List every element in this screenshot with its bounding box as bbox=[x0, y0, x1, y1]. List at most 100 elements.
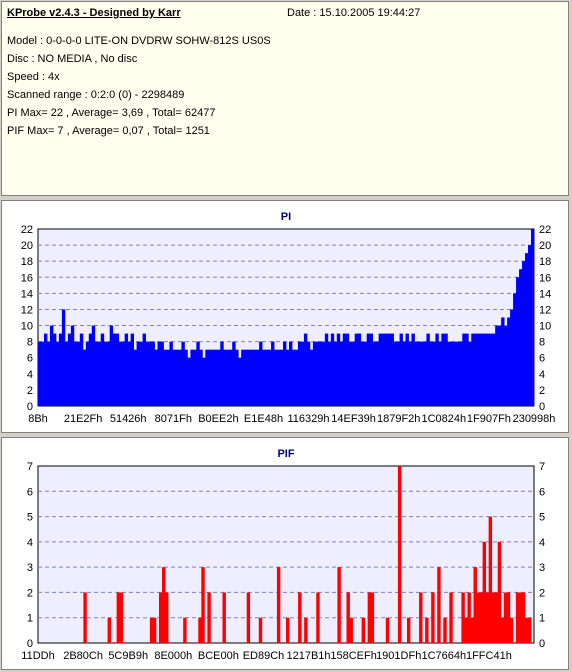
pi-ytick-right: 22 bbox=[539, 224, 551, 236]
pi-bar bbox=[124, 333, 129, 406]
pi-bar bbox=[235, 349, 239, 406]
pi-bar bbox=[339, 341, 344, 406]
pi-bar bbox=[118, 341, 123, 406]
pi-bar bbox=[393, 341, 397, 406]
pi-ytick-right: 2 bbox=[539, 385, 545, 397]
pi-xtick: B0EE2h bbox=[198, 413, 238, 425]
pi-bar bbox=[181, 341, 185, 406]
pi-ytick-left: 4 bbox=[27, 369, 33, 381]
pi-bar bbox=[438, 341, 442, 406]
pi-bar bbox=[268, 349, 272, 406]
pi-ytick-right: 0 bbox=[539, 401, 545, 413]
pi-bar bbox=[318, 341, 323, 406]
pi-bar bbox=[262, 349, 266, 406]
pi-bar bbox=[483, 333, 487, 406]
pif-bar bbox=[482, 541, 487, 643]
pif-bar bbox=[503, 592, 508, 643]
pif-xtick: 1FFC41h bbox=[466, 650, 512, 662]
pi-bar bbox=[241, 349, 245, 406]
pi-bar bbox=[360, 341, 365, 406]
pi-ytick-left: 20 bbox=[21, 240, 33, 252]
pif-bar bbox=[258, 617, 263, 643]
speed-line: Speed : 4x bbox=[7, 71, 60, 83]
pif-bar bbox=[527, 617, 532, 643]
pi-ytick-left: 8 bbox=[27, 337, 33, 349]
pif-bar bbox=[397, 466, 402, 643]
pi-bar bbox=[348, 341, 353, 406]
pif-bar bbox=[201, 567, 205, 643]
pi-bar bbox=[324, 333, 329, 406]
pi-bar bbox=[402, 341, 406, 406]
pif-bar bbox=[485, 592, 490, 643]
pif-chart-panel: PIF 0 0 1 1 2 2 3 3 4 4 5 5 6 6 7 7 11DDh 2B80Ch 5C9B9h 8E00… bbox=[1, 437, 569, 670]
pi-ytick-right: 16 bbox=[539, 272, 551, 284]
pi-bar bbox=[354, 333, 359, 406]
pi-bar bbox=[405, 333, 409, 406]
pi-bar bbox=[106, 341, 111, 406]
pi-bar bbox=[67, 333, 72, 406]
pif-ytick-right: 5 bbox=[539, 512, 545, 524]
pi-bar bbox=[205, 349, 209, 406]
pif-bar bbox=[349, 617, 353, 643]
pif-bar bbox=[116, 592, 121, 643]
pi-title: PI bbox=[281, 211, 291, 223]
pi-ytick-right: 12 bbox=[539, 304, 551, 316]
pi-bar bbox=[444, 333, 448, 406]
pi-bar bbox=[265, 349, 269, 406]
pif-bar bbox=[515, 592, 520, 643]
pi-xtick: 14EF39h bbox=[331, 413, 376, 425]
pif-bar bbox=[509, 617, 514, 643]
pi-bar bbox=[510, 309, 514, 406]
pif-xtick: 5C9B9h bbox=[108, 650, 148, 662]
pif-ytick-right: 0 bbox=[539, 638, 545, 650]
pif-bar bbox=[406, 617, 411, 643]
pi-bar bbox=[417, 341, 421, 406]
pif-xtick: 2B80Ch bbox=[63, 650, 103, 662]
pif-bar bbox=[461, 592, 465, 643]
pif-bar bbox=[479, 592, 483, 643]
pif-xtick: 8E000h bbox=[154, 650, 192, 662]
pi-xtick: 1F907Fh bbox=[467, 413, 511, 425]
pif-ytick-left: 3 bbox=[27, 562, 33, 574]
pi-bar bbox=[154, 349, 158, 406]
pi-bar bbox=[423, 341, 427, 406]
pi-bar bbox=[76, 341, 81, 406]
pi-ytick-left: 10 bbox=[21, 321, 33, 333]
pi-ytick-right: 6 bbox=[539, 353, 545, 365]
pif-bar bbox=[385, 617, 390, 643]
pif-ytick-right: 2 bbox=[539, 587, 545, 599]
pif-xtick: BCE00h bbox=[198, 650, 239, 662]
pi-ytick-right: 14 bbox=[539, 288, 551, 300]
pi-bar bbox=[303, 333, 308, 406]
pi-ytick-left: 16 bbox=[21, 272, 33, 284]
pi-bar bbox=[64, 341, 69, 406]
pi-bar bbox=[88, 333, 93, 406]
pi-bar bbox=[43, 333, 48, 406]
pi-bar bbox=[169, 341, 173, 406]
pi-bar bbox=[52, 333, 57, 406]
pi-bar bbox=[151, 341, 155, 406]
pi-ytick-right: 8 bbox=[539, 337, 545, 349]
pi-bar bbox=[411, 333, 415, 406]
pi-bar bbox=[453, 341, 457, 406]
pi-bar bbox=[256, 349, 260, 406]
pif-chart: PIF 0 0 1 1 2 2 3 3 4 4 5 5 6 6 7 7 11DDh 2B80Ch 5C9B9h 8E00… bbox=[21, 448, 545, 662]
pif-bar bbox=[488, 516, 493, 643]
pi-ytick-right: 10 bbox=[539, 321, 551, 333]
pif-plot-area bbox=[37, 465, 535, 644]
pi-bar bbox=[286, 349, 290, 406]
pi-bar bbox=[432, 341, 436, 406]
pi-bar bbox=[420, 341, 424, 406]
pi-xtick: 230998h bbox=[513, 413, 556, 425]
pif-bar bbox=[149, 617, 154, 643]
pif-bar bbox=[476, 592, 480, 643]
pi-bar bbox=[498, 325, 502, 406]
pi-bar bbox=[130, 333, 135, 406]
pif-ytick-right: 4 bbox=[539, 537, 545, 549]
pi-ytick-left: 22 bbox=[21, 224, 33, 236]
pif-bar bbox=[162, 567, 166, 643]
pif-ytick-left: 4 bbox=[27, 537, 33, 549]
pi-bar bbox=[504, 325, 508, 406]
pi-bar bbox=[531, 229, 535, 406]
